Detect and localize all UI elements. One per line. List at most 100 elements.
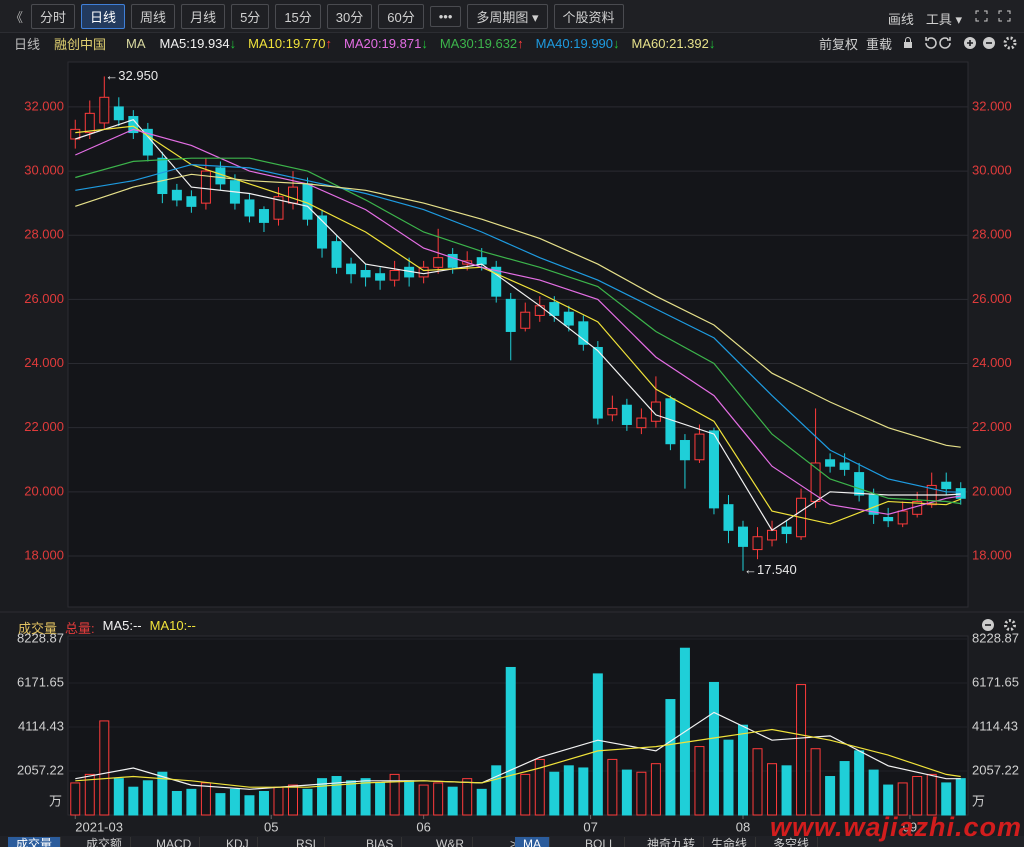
- draw-button[interactable]: 画线: [887, 12, 914, 27]
- stock-info-button[interactable]: 个股资料: [553, 3, 624, 29]
- y-tick-label: 24.000: [24, 355, 64, 370]
- volume-bar: [288, 784, 298, 816]
- period-button[interactable]: 5分: [231, 3, 270, 29]
- volume-bar: [360, 778, 371, 816]
- candle-body: [389, 270, 400, 281]
- legend-label: MA40:19.990: [535, 35, 614, 51]
- volume-bar: [738, 724, 748, 816]
- window-icons[interactable]: [974, 9, 1014, 23]
- tab[interactable]: MA: [515, 837, 550, 847]
- y-tick-label: 28.000: [24, 227, 64, 242]
- ma-line: [75, 125, 961, 525]
- volume-bar: [331, 776, 342, 816]
- reload-button[interactable]: 重载: [865, 36, 892, 52]
- period-button[interactable]: 月线: [181, 3, 226, 29]
- more-button[interactable]: •••: [429, 5, 462, 27]
- volume-bar: [767, 763, 778, 816]
- ma-line: [75, 157, 961, 505]
- volume-bar: [708, 681, 719, 816]
- volume-bar: [752, 748, 763, 816]
- volume-ma-line: [75, 728, 961, 788]
- tab[interactable]: KDJ: [218, 837, 258, 847]
- candle-body: [244, 199, 255, 217]
- volume-bar: [200, 782, 211, 816]
- volume-bar: [375, 782, 386, 816]
- volume-bar: [157, 771, 168, 816]
- tab[interactable]: BOLL: [577, 837, 625, 847]
- y-tick-label: 32.000: [24, 98, 64, 113]
- volume-bar: [346, 780, 357, 816]
- volume-icons[interactable]: [980, 618, 1020, 632]
- volume-bar: [854, 750, 865, 816]
- period-button[interactable]: 60分: [378, 3, 424, 29]
- legend-arrow: ↓: [613, 35, 620, 51]
- tab[interactable]: BIAS: [358, 837, 403, 847]
- back-button[interactable]: 《: [10, 9, 24, 25]
- tab[interactable]: RSI: [288, 837, 326, 847]
- candle-body: [505, 298, 516, 332]
- tab[interactable]: 生命线: [703, 837, 757, 847]
- period-label: 日线: [14, 36, 41, 52]
- panel-icons[interactable]: [900, 35, 1020, 51]
- period-button[interactable]: 15分: [275, 3, 321, 29]
- volume-header: 成交量 总量: MA5:-- MA10:--: [18, 618, 196, 637]
- volume-bar: [491, 765, 502, 816]
- tab[interactable]: 成交量: [8, 837, 62, 847]
- candle-body: [360, 270, 371, 278]
- volume-bar: [607, 758, 618, 816]
- candle-body: [346, 263, 357, 275]
- volume-bar: [592, 673, 603, 816]
- legend-arrow: ↑: [517, 35, 524, 51]
- adjust-button[interactable]: 前复权: [818, 36, 858, 52]
- period-button[interactable]: 日线: [81, 3, 126, 29]
- tab[interactable]: MACD: [148, 837, 201, 847]
- volume-bar: [171, 790, 182, 816]
- legend-label: MA5:--: [102, 618, 142, 633]
- x-tick-label: 07: [583, 819, 597, 834]
- candle-body: [650, 401, 661, 422]
- volume-total: 总量:: [65, 621, 95, 636]
- candle-body: [854, 472, 865, 496]
- volume-ma-line: [75, 711, 961, 790]
- x-tick-label: 06: [416, 819, 430, 834]
- volume-bar: [70, 782, 81, 816]
- legend-arrow: ↑: [325, 35, 332, 51]
- legend: MA5:19.934↓ MA10:19.770↑ MA20:19.871↓ MA30:…: [160, 36, 728, 51]
- volume-bar: [520, 773, 531, 816]
- volume-bar: [186, 788, 197, 816]
- volume-bar: [302, 788, 313, 816]
- period-button[interactable]: 周线: [131, 3, 176, 29]
- y-tick-label-right: 20.000: [972, 483, 1012, 498]
- candle-body: [113, 106, 124, 121]
- tab[interactable]: W&R: [428, 837, 473, 847]
- volume-bar: [694, 746, 705, 816]
- toolbar: 《 分时 日线 周线 月线 5分 15分 30分 60分 ••• 多周期图 ▾ …: [0, 0, 1024, 33]
- period-button[interactable]: 分时: [31, 3, 76, 29]
- candle-body: [752, 536, 763, 551]
- ma-line: [75, 128, 961, 515]
- period-button[interactable]: 30分: [326, 3, 373, 29]
- candle-body: [534, 305, 545, 316]
- x-tick-label: 05: [264, 819, 278, 834]
- y-tick-label-right: 28.000: [972, 227, 1012, 242]
- y-tick-label: 22.000: [24, 419, 64, 434]
- candle-body: [418, 266, 429, 278]
- volume-bar: [825, 776, 836, 816]
- tools-button[interactable]: 工具 ▾: [925, 12, 962, 27]
- y-tick-label: 20.000: [24, 483, 64, 498]
- y-tick-label-right: 30.000: [972, 163, 1012, 178]
- multi-period-button[interactable]: 多周期图 ▾: [467, 3, 548, 29]
- volume-bar: [926, 773, 937, 816]
- tab[interactable]: 神奇九转: [639, 837, 705, 847]
- tab[interactable]: 成交额: [78, 837, 132, 847]
- tab[interactable]: 多空线: [765, 837, 819, 847]
- candle-body: [273, 196, 284, 220]
- candle-body: [868, 494, 879, 515]
- info-bar: 日线 融创中国 MA MA5:19.934↓ MA10:19.770↑ MA20:1…: [0, 33, 1024, 53]
- candle-body: [738, 526, 748, 547]
- legend-label: MA20:19.871: [343, 35, 422, 51]
- price-panel: [67, 61, 969, 608]
- annotation: ←32.950: [105, 68, 158, 83]
- candle-body: [578, 321, 589, 345]
- legend-label: MA10:--: [149, 618, 196, 633]
